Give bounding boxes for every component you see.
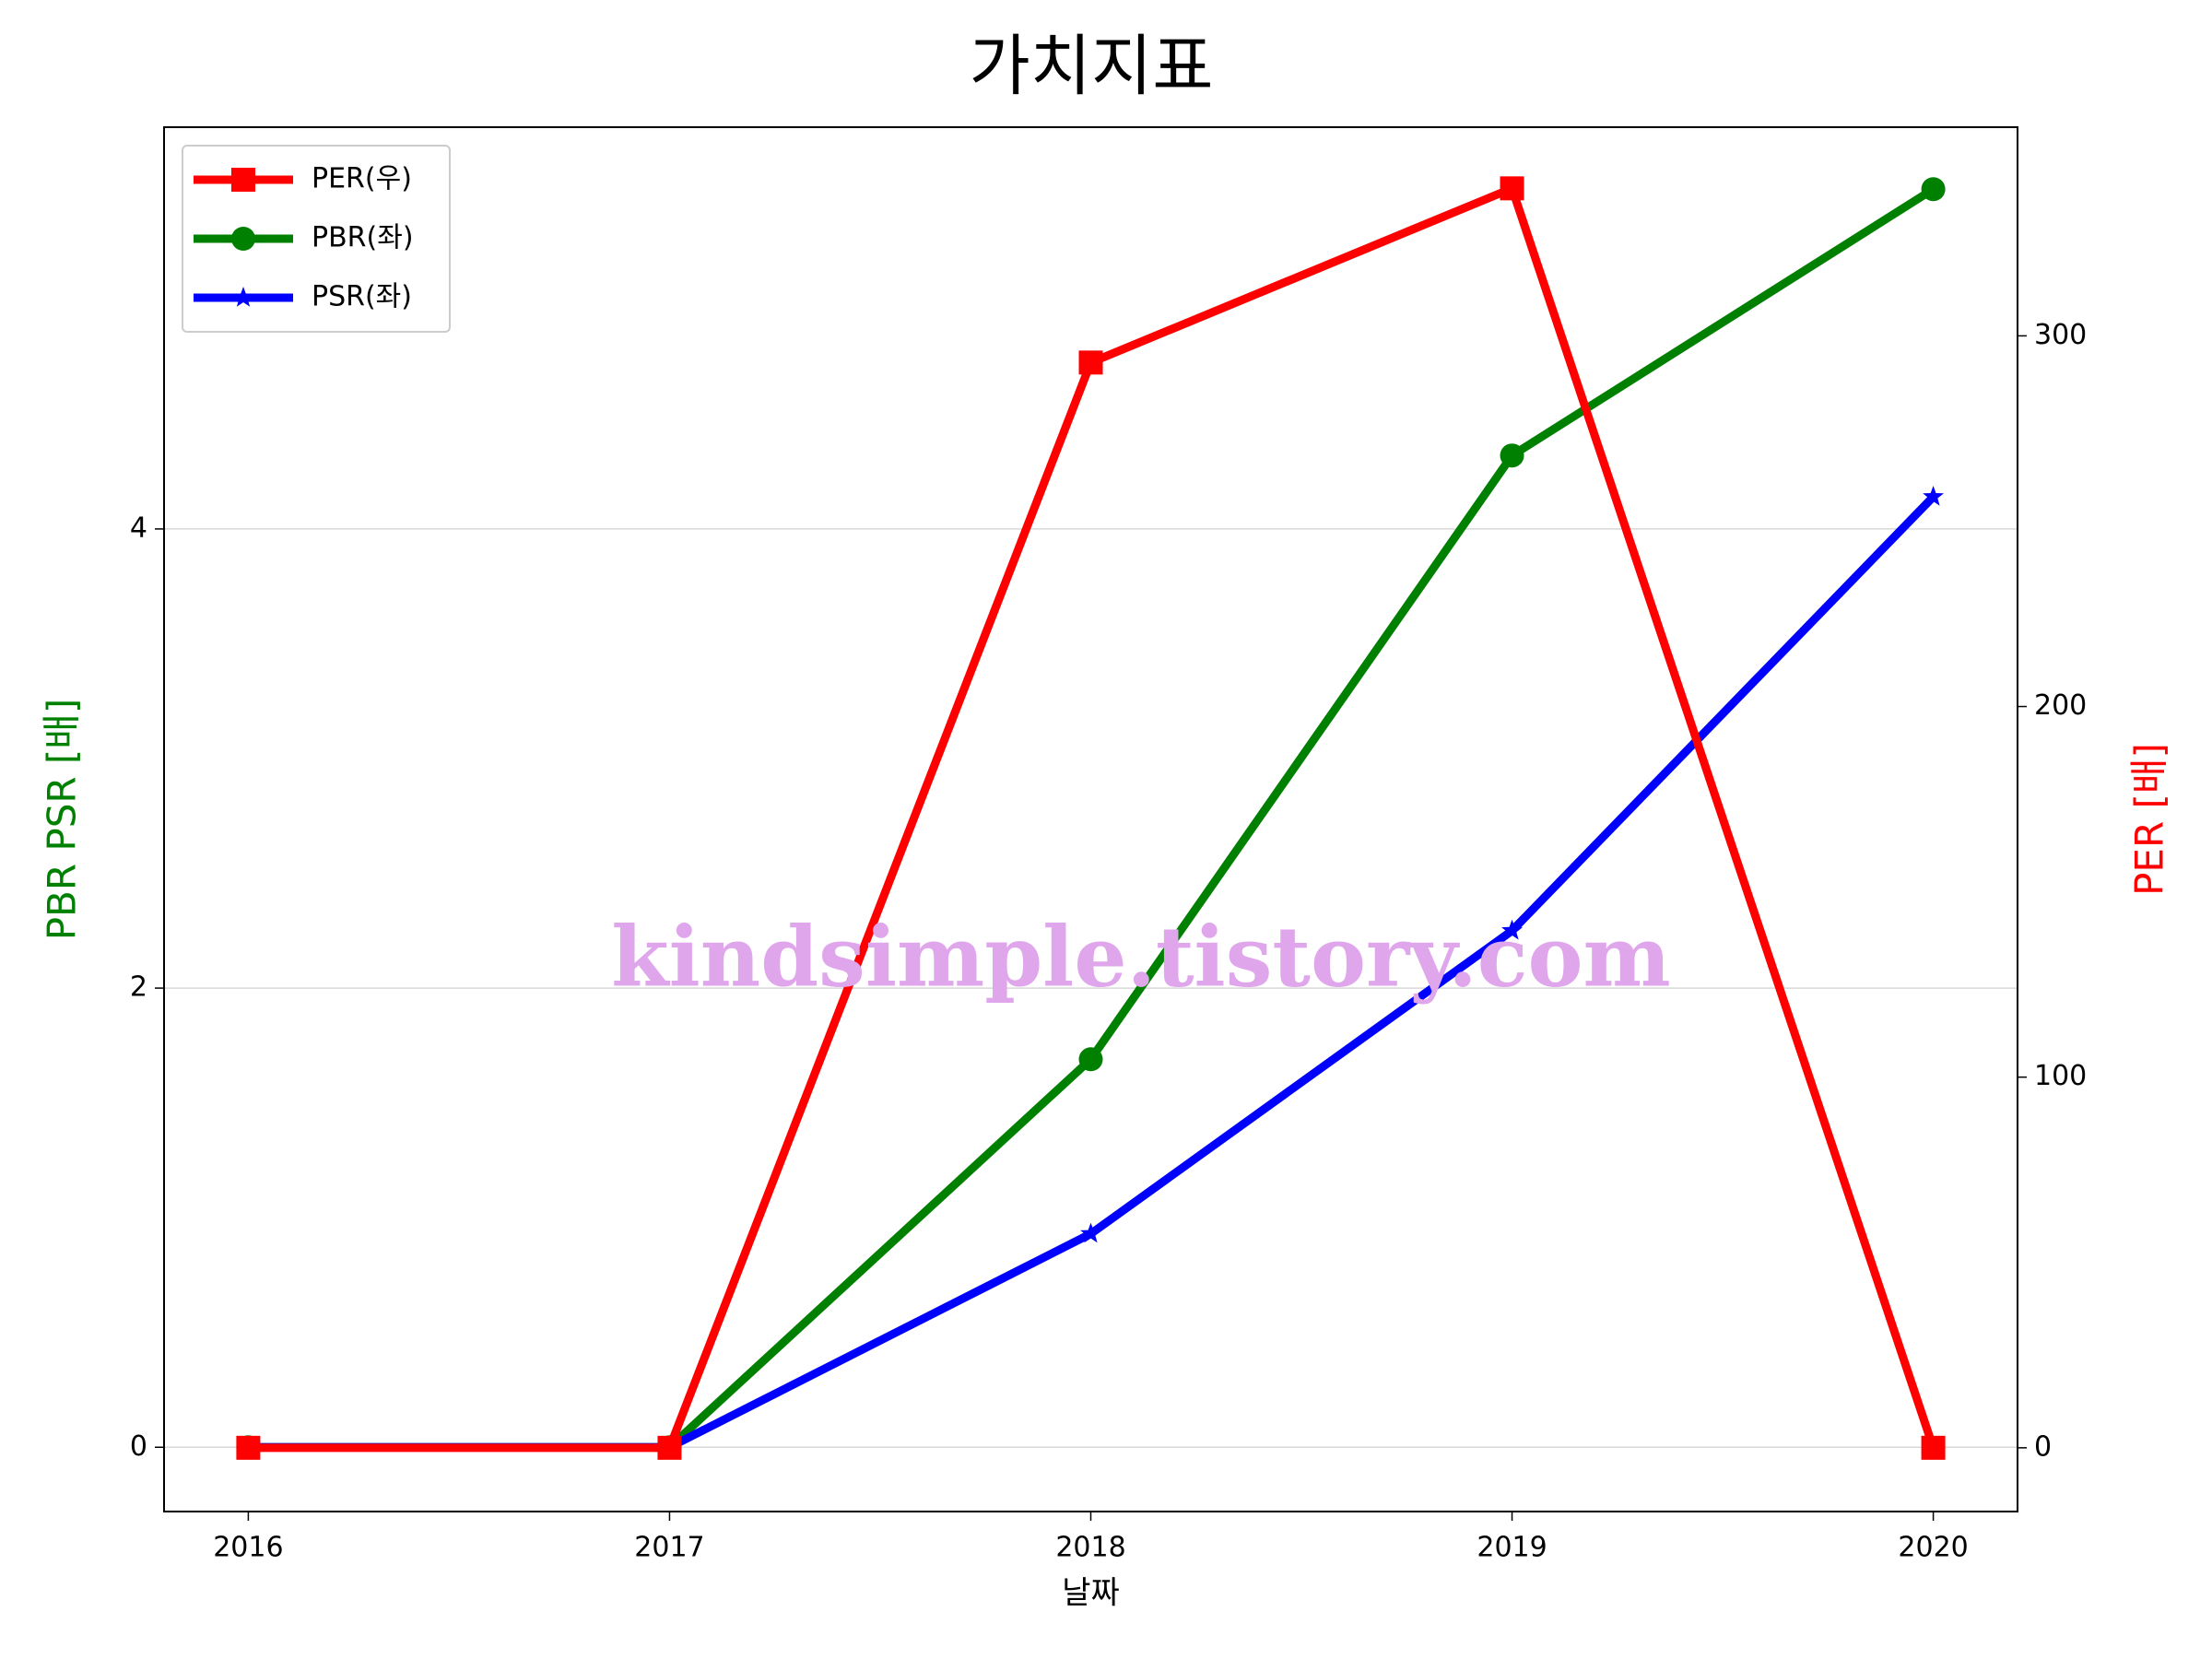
y2-tick-label: 100 <box>2034 1060 2087 1092</box>
legend-marker <box>231 168 255 192</box>
y-axis-label: PBR PSR [배] <box>40 699 85 941</box>
y2-tick-label: 0 <box>2034 1430 2052 1463</box>
y2-tick-label: 200 <box>2034 689 2087 722</box>
marker <box>236 1435 261 1460</box>
marker <box>1501 919 1523 940</box>
marker <box>657 1435 682 1460</box>
marker <box>1078 1047 1103 1072</box>
x-tick-label: 2017 <box>634 1532 704 1564</box>
x-tick-label: 2018 <box>1055 1532 1125 1564</box>
plot-frame <box>163 126 2018 1512</box>
legend-box <box>182 145 451 333</box>
y2-axis-label: PER [배] <box>2127 743 2172 896</box>
legend-label: PBR(좌) <box>312 222 414 254</box>
marker <box>1080 1222 1101 1243</box>
watermark: kindsimple.tistory.com <box>611 909 1671 1006</box>
legend-label: PER(우) <box>312 163 412 195</box>
marker <box>1078 350 1103 375</box>
y-tick-label: 4 <box>130 512 147 544</box>
x-tick-label: 2020 <box>1898 1532 1968 1564</box>
y-tick-label: 0 <box>130 1430 147 1463</box>
legend-marker <box>232 287 254 307</box>
x-tick-label: 2016 <box>213 1532 283 1564</box>
series-line <box>248 183 1937 1453</box>
marker <box>1500 443 1524 468</box>
x-axis-label: 날짜 <box>1062 1575 1120 1612</box>
legend-label: PSR(좌) <box>312 281 412 313</box>
marker <box>1500 176 1524 201</box>
y-tick-label: 2 <box>130 971 147 1004</box>
legend-marker <box>231 227 255 251</box>
series-line <box>248 185 1936 1452</box>
marker <box>1921 177 1946 202</box>
marker <box>1923 486 1944 506</box>
x-tick-label: 2019 <box>1477 1532 1547 1564</box>
y2-tick-label: 300 <box>2034 319 2087 351</box>
marker <box>1921 1435 1946 1460</box>
chart-title: 가치지표 <box>970 28 1214 105</box>
